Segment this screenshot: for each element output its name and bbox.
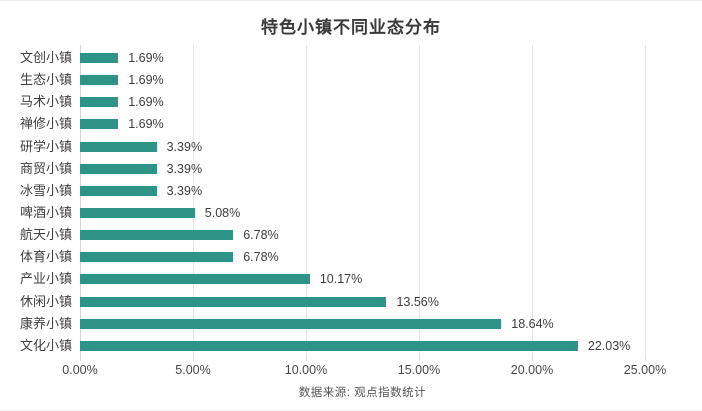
value-label: 13.56%: [396, 294, 439, 309]
value-label: 6.78%: [243, 228, 279, 243]
value-label: 3.39%: [166, 183, 203, 198]
value-label: 5.08%: [204, 206, 241, 221]
category-label: 康养小镇: [19, 315, 72, 331]
category-label: 冰雪小镇: [19, 182, 72, 198]
x-tick-mark: [644, 357, 646, 361]
value-label: 1.69%: [128, 73, 164, 88]
bar: [80, 53, 119, 64]
bar-row: 1.69%: [80, 91, 645, 113]
bar-row: 1.69%: [80, 47, 645, 69]
x-axis: 0.00% 5.00% 10.00% 15.00% 20.00% 25.00%: [62, 357, 666, 381]
value-label: 3.39%: [166, 139, 203, 154]
bar-row: 3.39%: [80, 180, 645, 202]
bar: [80, 185, 157, 196]
bar-row: 3.39%: [80, 136, 645, 158]
bar-row: 6.78%: [80, 246, 645, 268]
bar-row: 18.64%: [80, 313, 645, 335]
category-label: 商贸小镇: [19, 160, 72, 176]
bar-row: 22.03%: [80, 335, 645, 357]
bar: [80, 208, 195, 219]
x-tick-label: 25.00%: [623, 363, 667, 377]
bar: [80, 252, 234, 263]
bar: [80, 296, 387, 307]
gridline: [645, 45, 646, 357]
x-tick-mark: [192, 357, 194, 361]
value-label: 6.78%: [243, 250, 279, 265]
x-tick-mark: [79, 357, 81, 361]
x-tick-mark: [305, 357, 307, 361]
x-tick-label: 10.00%: [284, 363, 328, 377]
category-label: 研学小镇: [19, 138, 72, 154]
bar: [80, 163, 157, 174]
bar: [80, 318, 502, 329]
chart-title: 特色小镇不同业态分布: [261, 18, 441, 37]
category-label: 航天小镇: [19, 227, 72, 243]
bar-row: 6.78%: [80, 224, 645, 246]
y-axis-category-labels: 文创小镇生态小镇马术小镇禅修小镇研学小镇商贸小镇冰雪小镇啤酒小镇航天小镇体育小镇…: [0, 47, 72, 357]
category-label: 文化小镇: [19, 337, 72, 353]
x-tick-label: 5.00%: [175, 363, 211, 377]
value-label: 3.39%: [166, 161, 203, 176]
value-label: 10.17%: [319, 272, 363, 287]
category-label: 体育小镇: [19, 249, 72, 265]
gridline: [419, 45, 420, 357]
bar-row: 5.08%: [80, 202, 645, 224]
category-label: 休闲小镇: [19, 293, 72, 309]
category-label: 文创小镇: [19, 50, 72, 65]
value-label: 22.03%: [587, 338, 631, 353]
gridline: [532, 45, 533, 357]
value-axis-line: [80, 45, 81, 357]
category-label: 禅修小镇: [19, 116, 72, 132]
x-tick-label: 0.00%: [62, 363, 98, 377]
value-label: 1.69%: [128, 95, 164, 110]
x-tick-mark: [418, 357, 420, 361]
category-label: 生态小镇: [19, 72, 72, 88]
value-label: 1.69%: [128, 51, 164, 66]
category-label: 马术小镇: [19, 94, 72, 110]
bar: [80, 141, 157, 152]
value-label: 1.69%: [128, 117, 164, 132]
gridline: [193, 45, 194, 357]
bar: [80, 119, 119, 130]
bar-row: 3.39%: [80, 158, 645, 180]
bar-row: 1.69%: [80, 69, 645, 91]
x-tick-mark: [531, 357, 533, 361]
value-label: 18.64%: [511, 316, 554, 331]
plot-area: 1.69% 1.69% 1.69% 1.69% 3.39% 3.39% 3.39% 5.08%…: [80, 45, 646, 357]
category-label: 啤酒小镇: [19, 204, 72, 220]
bar: [80, 75, 119, 86]
bar: [80, 274, 310, 285]
category-label: 产业小镇: [19, 271, 72, 287]
bar: [80, 97, 119, 108]
source-note: 数据来源: 观点指数统计: [298, 387, 427, 399]
bar-row: 10.17%: [80, 268, 645, 290]
bar: [80, 230, 234, 241]
gridline: [306, 45, 307, 357]
bar-row: 13.56%: [80, 291, 645, 313]
bar: [80, 340, 578, 351]
x-tick-label: 15.00%: [397, 363, 441, 377]
bar-row: 1.69%: [80, 113, 645, 135]
x-tick-label: 20.00%: [510, 363, 554, 377]
bar-rows: 1.69% 1.69% 1.69% 1.69% 3.39% 3.39% 3.39% 5.08%…: [80, 47, 645, 357]
